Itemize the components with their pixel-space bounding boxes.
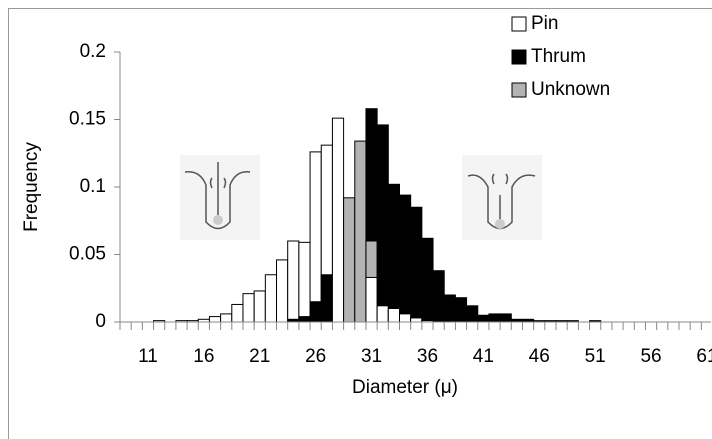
chart-frame xyxy=(8,8,712,439)
x-tick-label: 21 xyxy=(249,346,270,367)
bar xyxy=(208,316,222,323)
x-tick-label: 51 xyxy=(585,346,606,367)
x-tick-label: 11 xyxy=(138,346,158,367)
bar xyxy=(354,140,367,323)
x-tick-label: 46 xyxy=(529,346,550,367)
legend-swatch xyxy=(511,16,527,32)
y-axis-label: Frequency xyxy=(21,142,42,232)
x-tick-label: 61 xyxy=(696,346,712,367)
bar xyxy=(376,124,389,323)
bar xyxy=(242,293,255,323)
bar xyxy=(309,301,322,323)
legend-label: Pin xyxy=(531,13,558,34)
bar xyxy=(410,206,423,323)
bar xyxy=(264,274,278,323)
bar xyxy=(298,241,311,323)
bar xyxy=(466,305,479,323)
legend-label: Thrum xyxy=(531,46,586,67)
y-tick-label: 0.05 xyxy=(69,244,106,265)
bar xyxy=(365,276,378,323)
bar xyxy=(387,308,401,323)
x-tick-label: 26 xyxy=(305,346,326,367)
bar xyxy=(309,151,322,323)
legend-swatch xyxy=(511,82,527,98)
bar xyxy=(443,294,456,323)
y-tick-label: 0.15 xyxy=(69,109,106,130)
bar xyxy=(499,313,512,323)
pin-flower-icon xyxy=(180,155,260,240)
legend-swatch xyxy=(511,49,527,65)
x-tick-label: 41 xyxy=(473,346,494,367)
x-tick-label: 16 xyxy=(193,346,214,367)
bar xyxy=(298,316,311,323)
bar xyxy=(343,197,356,323)
bar xyxy=(432,270,445,323)
y-tick-label: 0.2 xyxy=(80,41,106,62)
bar xyxy=(276,259,289,323)
bar xyxy=(253,290,266,323)
bar xyxy=(421,237,434,323)
x-axis-label: Diameter (μ) xyxy=(352,377,458,398)
y-tick-label: 0 xyxy=(95,311,106,332)
bar xyxy=(320,274,333,323)
bar xyxy=(287,240,300,323)
bar xyxy=(399,313,412,323)
bar xyxy=(376,305,389,323)
bar xyxy=(387,183,401,323)
bar xyxy=(410,317,423,323)
x-tick-label: 56 xyxy=(640,346,661,367)
bar xyxy=(231,303,244,323)
bar xyxy=(399,194,412,323)
bar xyxy=(454,297,468,323)
bar xyxy=(477,314,490,323)
x-tick-label: 36 xyxy=(417,346,438,367)
thrum-flower-icon xyxy=(462,155,542,240)
bar xyxy=(488,313,501,323)
bar xyxy=(220,313,233,323)
y-tick-label: 0.1 xyxy=(80,176,106,197)
bar xyxy=(331,117,345,323)
legend-label: Unknown xyxy=(531,79,610,100)
x-tick-label: 31 xyxy=(361,346,382,367)
